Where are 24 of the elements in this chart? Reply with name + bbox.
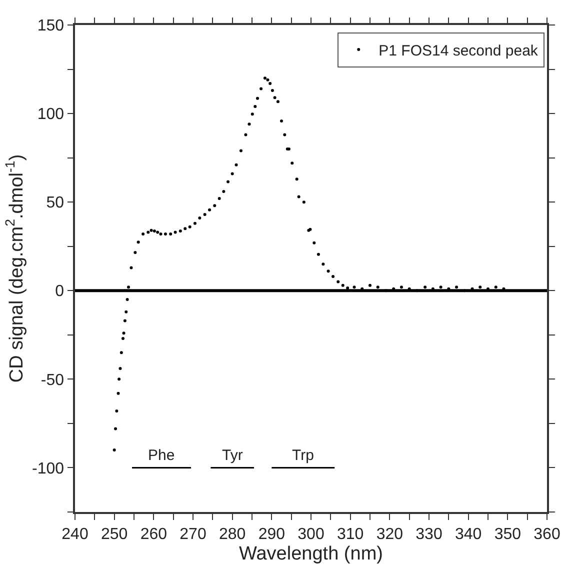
x-tick-label: 310: [336, 526, 364, 543]
y-tick-label: 50: [46, 194, 64, 212]
y-tick-label: 100: [37, 106, 64, 124]
series-label: Tyr: [222, 447, 243, 464]
x-tick-label: 340: [454, 526, 482, 543]
x-tick-label: 270: [180, 526, 206, 543]
y-tick-label: -100: [32, 460, 64, 478]
x-tick-label: 250: [100, 526, 128, 543]
x-tick-label: 320: [376, 526, 404, 543]
x-tick-label: 260: [140, 526, 168, 543]
y-tick-label: 150: [37, 18, 64, 35]
x-tick-label: 240: [62, 526, 88, 543]
y-tick-label: -50: [40, 372, 64, 389]
series-label: Trp: [292, 447, 314, 464]
x-tick-label: 350: [494, 526, 522, 543]
x-tick-label: 290: [258, 526, 286, 543]
series-label: Phe: [148, 447, 175, 464]
y-tick-label: 0: [55, 283, 64, 300]
x-tick-label: 330: [416, 526, 442, 543]
x-tick-label: 280: [218, 526, 246, 543]
x-axis-title: Wavelength (nm): [239, 543, 383, 564]
legend-label: P1 FOS14 second peak: [378, 42, 538, 60]
x-tick-label: 300: [298, 526, 324, 543]
x-tick-label: 360: [534, 526, 560, 543]
